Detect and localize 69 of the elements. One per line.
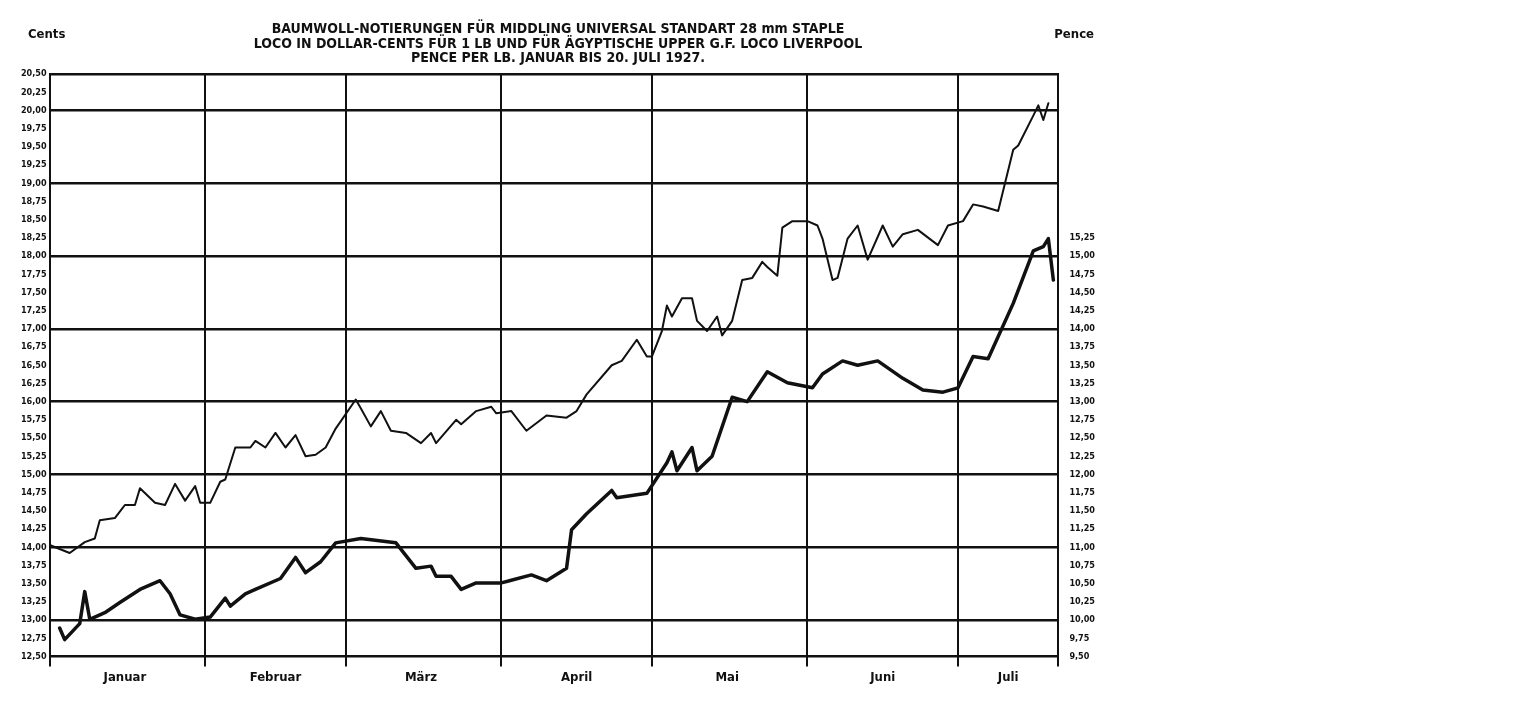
y-tick-label: 17,50 [20, 286, 47, 297]
y2-tick-label: 9,50 [1069, 650, 1090, 661]
x-tick-label: April [560, 668, 593, 684]
y2-tick-label: 15,00 [1069, 250, 1096, 261]
y2-tick-label: 9,75 [1069, 632, 1090, 643]
y2-tick-label: 13,25 [1069, 377, 1096, 388]
y2-tick-label: 14,50 [1069, 286, 1096, 297]
y-tick-label: 16,00 [20, 395, 47, 406]
y-tick-label: 20,25 [20, 86, 47, 97]
y-tick-label: 15,25 [20, 450, 47, 461]
y-tick-label: 14,50 [20, 505, 47, 516]
x-tick-label: März [404, 668, 438, 684]
y-tick-label: 14,00 [20, 541, 47, 552]
y-tick-label: 16,75 [20, 341, 47, 352]
y2-tick-label: 11,25 [1069, 523, 1096, 534]
text: BAUMWOLL-NOTIERUNGEN FÜR MIDDLING UNIVERSAL STANDART 28 mm STAPLE [271, 19, 845, 36]
y2-tick-label: 12,75 [1069, 414, 1096, 425]
y2-tick-label: 14,25 [1069, 305, 1096, 315]
y-tick-label: 20,00 [20, 104, 47, 115]
y-tick-label: 19,00 [20, 177, 47, 188]
y2-tick-label: 12,00 [1069, 468, 1096, 479]
x-tick-label: Juli [996, 668, 1019, 684]
x-tick-label: Januar [102, 668, 147, 684]
y2-tick-label: 10,00 [1069, 614, 1096, 625]
y-tick-label: 17,25 [20, 305, 47, 315]
y2-tick-label: 11,75 [1069, 486, 1096, 497]
y2-tick-label: 14,75 [1069, 268, 1096, 279]
y-tick-label: 17,75 [20, 268, 47, 279]
y-tick-label: 18,75 [20, 195, 47, 206]
y-tick-label: 12,75 [20, 632, 47, 643]
y2-tick-label: 13,00 [1069, 395, 1096, 406]
y2-tick-label: 12,50 [1069, 432, 1096, 443]
y2-tick-label: 11,00 [1069, 541, 1096, 552]
y2-tick-label: 12,25 [1069, 450, 1096, 461]
y2-tick-label: 13,75 [1069, 341, 1096, 352]
y-tick-label: 13,75 [20, 559, 47, 570]
y-tick-label: 15,75 [20, 414, 47, 425]
y-tick-label: 13,50 [20, 577, 47, 588]
y-tick-label: 13,25 [20, 596, 47, 607]
y2-tick-label: 11,50 [1069, 505, 1096, 516]
y2-tick-label: 15,25 [1069, 232, 1096, 243]
y2-tick-label: 13,50 [1069, 359, 1096, 370]
y-tick-label: 16,50 [20, 359, 47, 370]
y2-tick-label: 10,75 [1069, 559, 1096, 570]
y-tick-label: 18,00 [20, 250, 47, 261]
y2-tick-label: 10,25 [1069, 596, 1096, 607]
y-tick-label: 20,50 [20, 68, 47, 79]
y2-axis-title: Pence [1054, 26, 1095, 41]
y-tick-label: 17,00 [20, 323, 47, 334]
y2-tick-label: 10,50 [1069, 577, 1096, 588]
text: PENCE PER LB. JANUAR BIS 20. JULI 1927. [410, 49, 706, 66]
y-tick-label: 15,00 [20, 468, 47, 479]
y-tick-label: 12,50 [20, 650, 47, 661]
text: LOCO IN DOLLAR-CENTS FÜR 1 LB UND FÜR ÄGYPTISCHE UPPER G.F. LOCO LIVERPOOL [253, 34, 863, 51]
y-tick-label: 14,25 [20, 523, 47, 534]
y-tick-label: 19,25 [20, 159, 47, 170]
y-tick-label: 15,50 [20, 432, 47, 443]
y-tick-label: 14,75 [20, 486, 47, 497]
y-tick-label: 16,25 [20, 377, 47, 388]
y2-tick-label: 14,00 [1069, 323, 1096, 334]
y-tick-label: 18,25 [20, 232, 47, 243]
x-tick-label: Juni [869, 668, 896, 684]
y-tick-label: 19,75 [20, 123, 47, 134]
y-tick-label: 13,00 [20, 614, 47, 625]
x-tick-label: Mai [715, 668, 739, 684]
y-tick-label: 19,50 [20, 141, 47, 152]
y-axis-title: Cents [28, 26, 66, 41]
y-tick-label: 18,50 [20, 214, 47, 225]
x-tick-label: Februar [249, 668, 302, 684]
